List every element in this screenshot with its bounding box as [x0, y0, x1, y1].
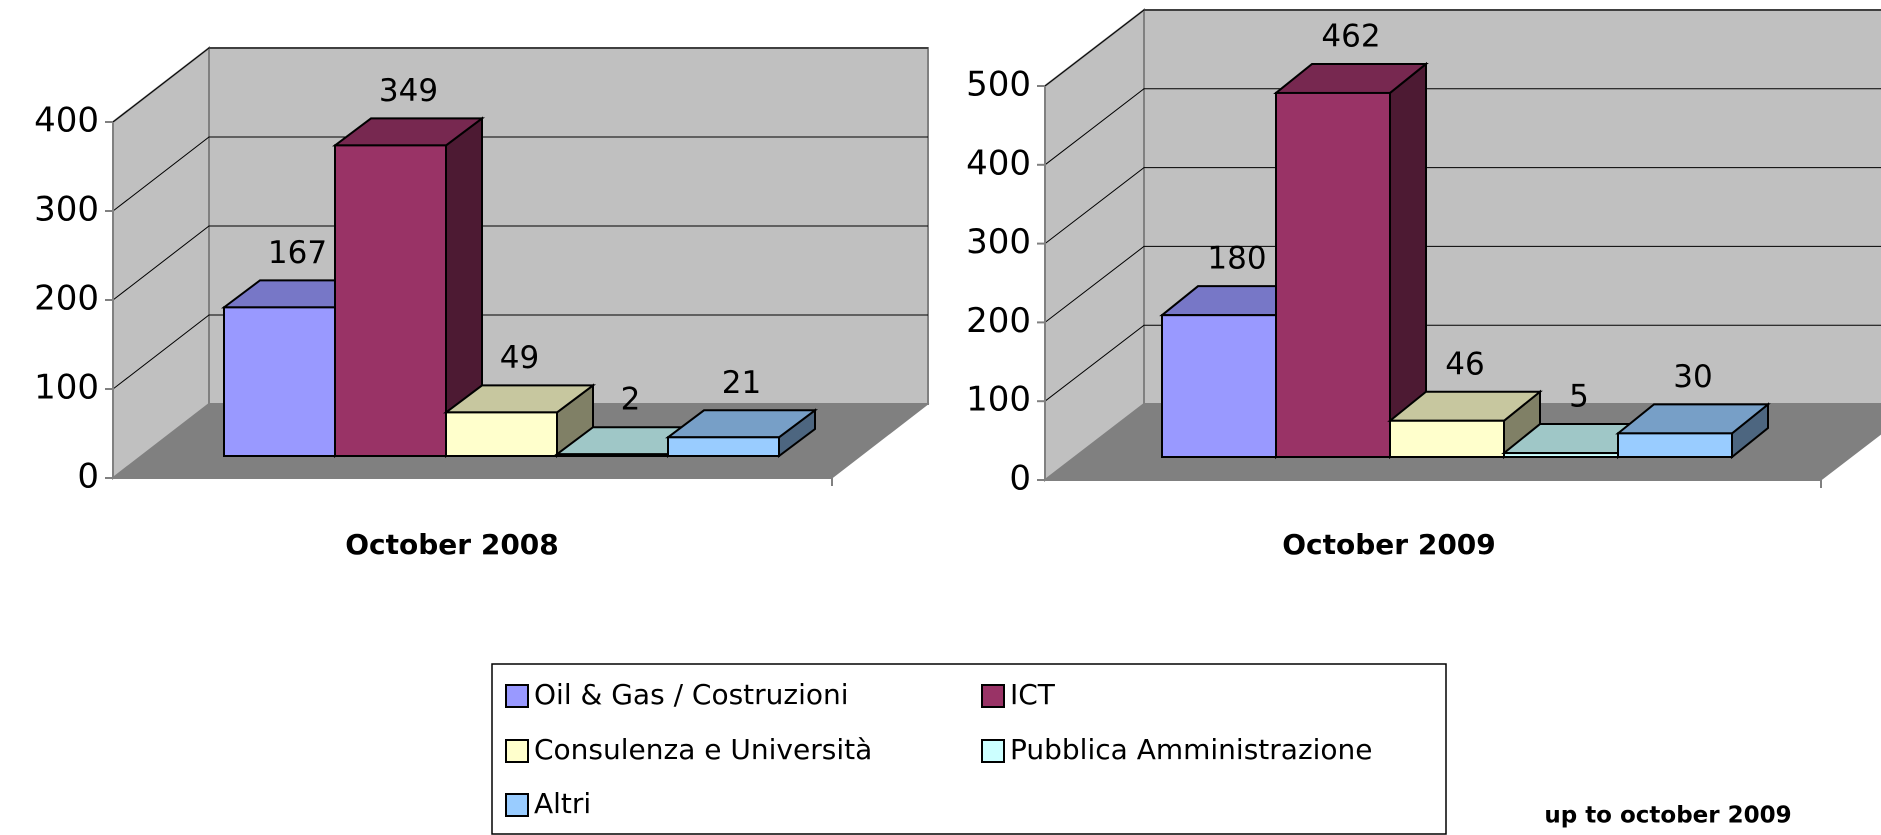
bar	[1389, 419, 1505, 459]
bar	[1617, 432, 1733, 458]
legend-swatch	[505, 739, 529, 763]
y-tick-label: 100	[34, 368, 99, 408]
side-wall	[1044, 7, 1145, 483]
value-label: 49	[500, 340, 539, 376]
value-label: 46	[1445, 346, 1484, 382]
grid-line	[112, 225, 928, 301]
y-tick-label: 100	[966, 380, 1031, 420]
legend-label: ICT	[1010, 678, 1056, 711]
bar	[445, 411, 558, 458]
category-label: October 2009	[1282, 528, 1496, 561]
y-tick-label: 0	[77, 457, 99, 497]
y-tick-label: 300	[34, 190, 99, 230]
footnote: up to october 2009	[1544, 803, 1791, 829]
value-label: 167	[268, 235, 327, 271]
legend-swatch	[981, 739, 1005, 763]
bar	[223, 306, 336, 457]
grid-line	[112, 47, 928, 123]
legend-label: Altri	[534, 787, 591, 820]
value-label: 30	[1673, 359, 1712, 395]
grid-line	[112, 136, 928, 212]
value-label: 2	[621, 382, 641, 418]
value-label: 462	[1321, 18, 1380, 54]
bar	[667, 436, 780, 457]
legend-box	[491, 663, 1447, 835]
grid-line	[1044, 9, 1881, 87]
legend-label: Consulenza e Università	[534, 733, 872, 766]
category-label: October 2008	[345, 528, 559, 561]
grid-line	[1044, 245, 1881, 323]
grid-line	[1044, 88, 1881, 166]
value-label: 5	[1569, 379, 1589, 415]
legend-swatch	[505, 684, 529, 708]
y-tick-label: 500	[966, 65, 1031, 105]
y-tick-label: 200	[966, 301, 1031, 341]
grid-line	[1044, 324, 1881, 402]
legend-swatch	[505, 793, 529, 817]
y-tick-label: 300	[966, 222, 1031, 262]
bar	[556, 453, 669, 458]
y-tick-label: 400	[966, 143, 1031, 183]
bar	[1275, 91, 1391, 458]
legend-label: Oil & Gas / Costruzioni	[534, 678, 849, 711]
grid-line	[1044, 167, 1881, 244]
legend-swatch	[981, 684, 1005, 708]
value-label: 349	[379, 73, 438, 109]
y-tick-label: 200	[34, 279, 99, 319]
grid-line	[112, 314, 928, 390]
y-tick-label: 0	[1009, 459, 1031, 499]
bar	[334, 144, 447, 457]
value-label: 21	[722, 365, 761, 401]
y-tick-label: 400	[34, 101, 99, 141]
bar	[1161, 314, 1277, 458]
legend-label: Pubblica Amministrazione	[1010, 733, 1373, 766]
value-label: 180	[1207, 241, 1266, 277]
bar	[1503, 452, 1619, 458]
